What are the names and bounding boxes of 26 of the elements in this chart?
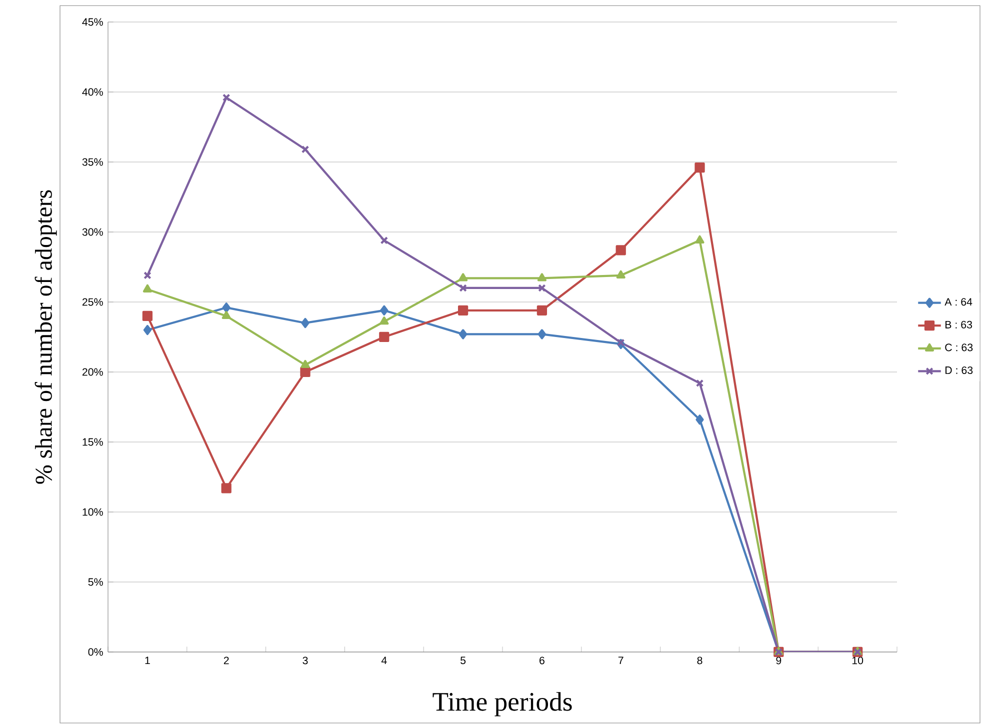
x-tick-label: 9: [776, 656, 782, 664]
y-axis-title: % share of number of adopters: [34, 190, 57, 484]
x-tick-label: 2: [224, 656, 229, 664]
legend-label: C : 63: [945, 344, 973, 352]
y-tick-label: 35%: [82, 158, 103, 166]
x-tick-label: 4: [381, 656, 387, 664]
x-tick-label: 8: [697, 656, 702, 664]
y-tick-label: 20%: [82, 368, 103, 376]
x-tick-label: 6: [540, 656, 544, 664]
y-tick-label: 45%: [82, 18, 103, 26]
y-tick-label: 10%: [82, 508, 103, 516]
y-tick-label: 0%: [88, 648, 103, 656]
y-tick-label: 40%: [82, 88, 103, 96]
y-tick-label: 5%: [88, 578, 103, 586]
y-tick-label: 25%: [82, 298, 103, 306]
legend-label: D : 63: [945, 366, 973, 374]
y-tick-label: 15%: [82, 438, 103, 446]
x-tick-label: 3: [302, 656, 308, 664]
x-tick-label: 5: [460, 656, 466, 664]
legend-label: A : 64: [944, 298, 972, 306]
x-tick-label: 7: [618, 656, 624, 664]
x-tick-label: 10: [852, 656, 864, 664]
y-tick-label: 30%: [82, 228, 103, 236]
legend-label: B : 63: [945, 320, 972, 328]
x-axis-title: Time periods: [432, 692, 572, 716]
x-tick-label: 1: [145, 656, 150, 664]
